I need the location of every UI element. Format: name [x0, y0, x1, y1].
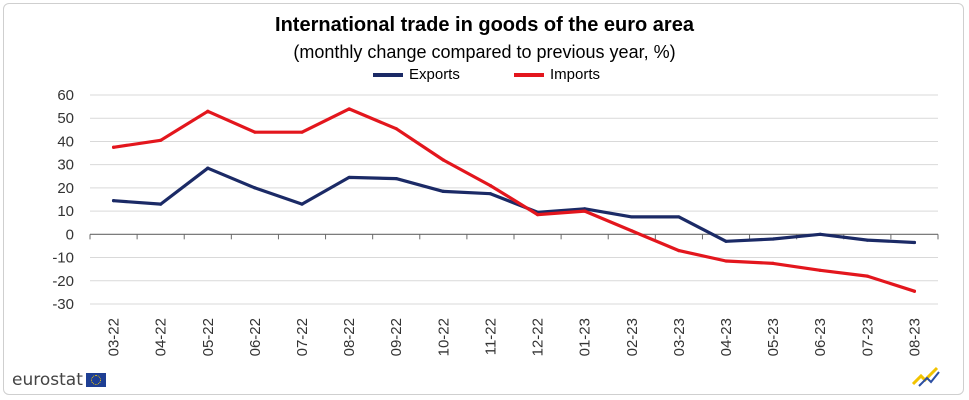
x-tick-label: 07-23: [859, 318, 876, 356]
series-line-imports: [111, 107, 917, 293]
legend-label-exports: Exports: [409, 66, 460, 83]
y-tick-label: -30: [52, 296, 74, 313]
data-point-imports: [724, 259, 728, 263]
x-tick-label: 03-23: [671, 318, 688, 356]
data-point-imports: [300, 130, 304, 134]
x-tick-label: 08-23: [906, 318, 923, 356]
data-point-exports: [206, 166, 210, 170]
y-tick-label: 40: [57, 133, 74, 150]
x-tick-label: 07-22: [294, 318, 311, 356]
chart-subtitle: (monthly change compared to previous yea…: [293, 42, 676, 62]
data-point-imports: [441, 158, 445, 162]
legend-swatch-exports: [373, 72, 403, 77]
legend-item-exports: Exports: [373, 66, 460, 83]
data-point-exports: [394, 177, 398, 181]
data-point-exports: [630, 215, 634, 219]
eurostat-logo: eurostat: [12, 370, 106, 390]
data-point-imports: [818, 268, 822, 272]
data-point-exports: [159, 202, 163, 206]
x-tick-label: 04-23: [718, 318, 735, 356]
data-point-imports: [865, 274, 869, 278]
data-point-imports: [488, 183, 493, 188]
data-point-imports: [159, 138, 163, 142]
data-point-imports: [771, 261, 775, 265]
x-tick-label: 05-23: [765, 318, 782, 356]
data-point-exports: [347, 175, 351, 180]
x-tick-label: 02-23: [624, 318, 641, 356]
data-point-imports: [630, 229, 634, 233]
chart-title: International trade in goods of the euro…: [275, 14, 694, 36]
y-tick-label: -10: [52, 250, 74, 267]
data-point-exports: [818, 232, 822, 236]
x-tick-label: 05-22: [200, 318, 217, 356]
legend-item-imports: Imports: [514, 66, 600, 83]
data-point-imports: [535, 212, 540, 217]
x-tick-label: 01-23: [577, 318, 594, 356]
x-tick-label: 12-22: [530, 318, 547, 356]
y-tick-label: 60: [57, 87, 74, 104]
x-tick-label: 09-22: [388, 318, 405, 356]
data-point-exports: [253, 186, 257, 190]
x-tick-label: 03-22: [106, 318, 123, 356]
y-tick-label: 10: [57, 203, 74, 220]
data-point-exports: [865, 238, 869, 242]
data-point-imports: [206, 109, 210, 113]
y-tick-label: 30: [57, 157, 74, 174]
x-tick-label: 06-22: [247, 318, 264, 356]
x-tick-label: 04-22: [153, 318, 170, 356]
data-point-imports: [583, 209, 587, 213]
y-tick-label: -20: [52, 273, 74, 290]
y-tick-label: 0: [66, 226, 74, 243]
y-tick-label: 50: [57, 110, 74, 127]
data-point-exports: [771, 237, 775, 241]
x-tick-label: 11-22: [482, 318, 499, 355]
data-point-exports: [724, 239, 728, 243]
y-tick-label: 20: [57, 180, 74, 197]
x-tick-label: 06-23: [812, 318, 829, 356]
data-point-exports: [677, 215, 681, 219]
data-point-imports: [394, 127, 398, 131]
legend-label-imports: Imports: [550, 66, 601, 83]
data-point-exports: [300, 202, 304, 206]
data-point-exports: [111, 199, 116, 203]
data-point-imports: [912, 289, 917, 293]
data-point-imports: [111, 145, 116, 149]
x-tick-label: 10-22: [435, 318, 452, 356]
chart-frame: [3, 3, 964, 395]
data-point-imports: [253, 130, 257, 134]
chart-legend: Exports Imports: [0, 66, 969, 88]
data-point-imports: [347, 107, 351, 111]
x-tick-label: 08-22: [341, 318, 358, 356]
data-point-imports: [677, 248, 681, 253]
data-point-exports: [441, 189, 445, 193]
eu-flag-icon: [85, 373, 106, 387]
eurostat-logo-text: eurostat: [12, 370, 83, 390]
data-point-exports: [912, 240, 917, 245]
brand-mark-icon: [911, 366, 940, 387]
series-line-exports: [111, 166, 917, 245]
data-point-exports: [488, 192, 493, 196]
legend-swatch-imports: [514, 72, 544, 77]
